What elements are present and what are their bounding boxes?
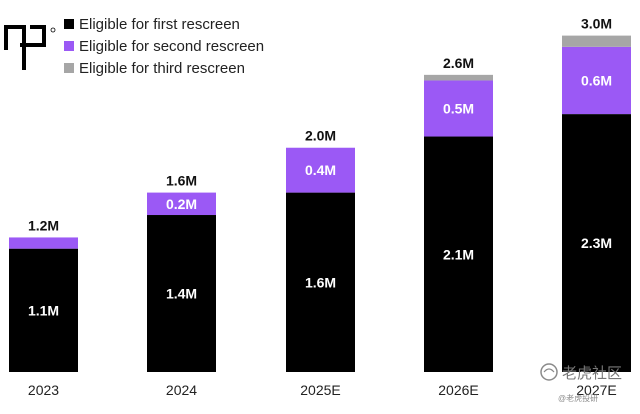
bar-2027E-series-2: [562, 46, 631, 115]
tick-label-2026E: 2026E: [438, 382, 478, 398]
legend-swatch-1: [64, 19, 74, 29]
watermark: 老虎社区 @老虎投研: [540, 363, 622, 403]
legend-label-3: Eligible for third rescreen: [79, 60, 245, 77]
watermark-text: 老虎社区: [562, 365, 622, 382]
segment-label-2027E-series-2: 0.6M: [581, 72, 612, 88]
bars-group: 1.1M 1.2M 1.4M 0.2M 1.6M 1.6M 0.4M 2.0M 2.1M 0.5M…: [9, 16, 631, 372]
segment-label-2024-series-2: 0.2M: [166, 196, 197, 212]
bar-2026E-series-3: [424, 74, 493, 81]
bar-2024-series-2: [147, 192, 216, 216]
legend-label-2: Eligible for second rescreen: [79, 38, 264, 55]
segment-label-2026E-series-2: 0.5M: [443, 100, 474, 116]
x-axis-ticks: 2023 2024 2025E 2026E 2027E: [28, 382, 617, 398]
bar-2027E-series-1: [562, 114, 631, 372]
bar-2025E-series-1: [286, 192, 355, 372]
bar-column-2026E: 2.1M 0.5M 2.6M: [424, 55, 493, 372]
logo-icon: [4, 25, 56, 70]
bar-2023-series-1: [9, 248, 78, 372]
bar-column-2024: 1.4M 0.2M 1.6M: [147, 173, 216, 372]
bar-column-2025E: 1.6M 0.4M 2.0M: [286, 128, 355, 372]
segment-label-2023-series-1: 1.1M: [28, 302, 59, 318]
bar-2023-series-2: [9, 237, 78, 249]
segment-label-2024-series-1: 1.4M: [166, 286, 197, 302]
total-label-2023: 1.2M: [28, 217, 59, 233]
legend-swatch-2: [64, 41, 74, 51]
bar-column-2023: 1.1M 1.2M: [9, 217, 78, 372]
legend-swatch-3: [64, 63, 74, 73]
bar-2027E-series-3: [562, 35, 631, 47]
bar-2024-series-1: [147, 215, 216, 372]
total-label-2026E: 2.6M: [443, 55, 474, 71]
total-label-2025E: 2.0M: [305, 128, 336, 144]
legend: Eligible for first rescreen Eligible for …: [64, 16, 264, 77]
tick-label-2025E: 2025E: [300, 382, 340, 398]
segment-label-2025E-series-1: 1.6M: [305, 274, 336, 290]
bar-column-2027E: 2.3M 0.6M 3.0M: [562, 16, 631, 372]
segment-label-2027E-series-1: 2.3M: [581, 235, 612, 251]
tick-label-2027E: 2027E: [576, 382, 616, 398]
bar-2025E-series-2: [286, 147, 355, 193]
tick-label-2024: 2024: [166, 382, 197, 398]
bar-2026E-series-1: [424, 136, 493, 372]
watermark-icon: [540, 363, 558, 381]
watermark-subtext: @老虎投研: [558, 393, 598, 403]
bar-2026E-series-2: [424, 80, 493, 137]
tick-label-2023: 2023: [28, 382, 59, 398]
segment-label-2025E-series-2: 0.4M: [305, 162, 336, 178]
legend-label-1: Eligible for first rescreen: [79, 16, 240, 33]
segment-label-2026E-series-1: 2.1M: [443, 246, 474, 262]
total-label-2024: 1.6M: [166, 173, 197, 189]
total-label-2027E: 3.0M: [581, 16, 612, 32]
